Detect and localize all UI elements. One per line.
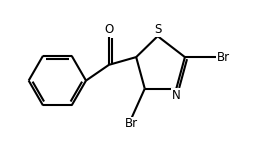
Text: O: O	[104, 23, 114, 36]
Text: Br: Br	[216, 51, 230, 64]
Text: N: N	[172, 89, 181, 102]
Text: Br: Br	[125, 117, 139, 130]
Text: S: S	[154, 23, 161, 36]
